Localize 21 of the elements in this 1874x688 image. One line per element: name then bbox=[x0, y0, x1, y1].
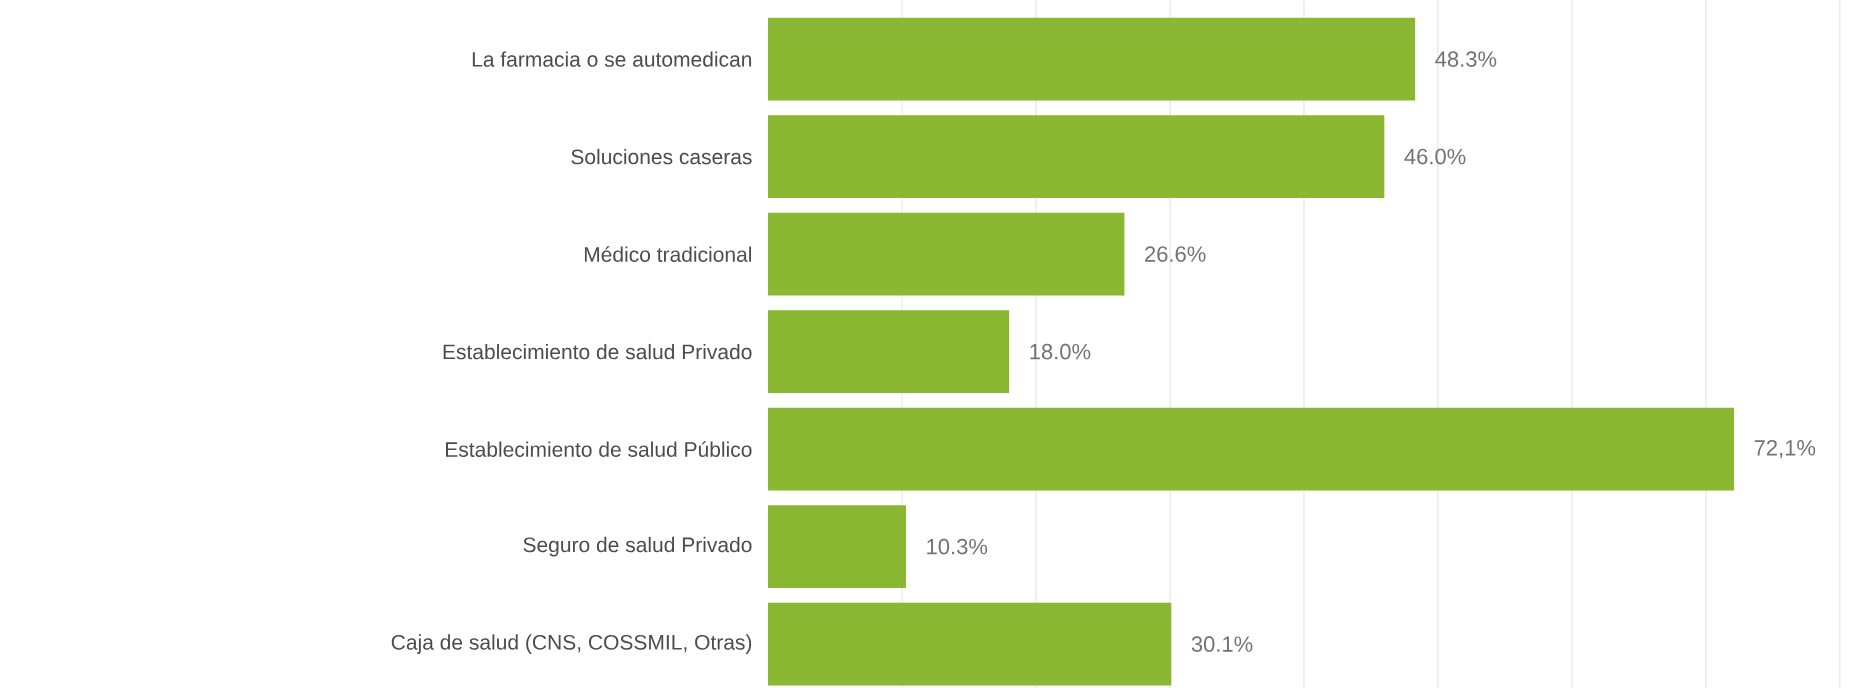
bar bbox=[768, 505, 907, 589]
y-tick-label: Seguro de salud Privado bbox=[523, 536, 752, 557]
y-tick-label: Soluciones caseras bbox=[571, 148, 752, 165]
data-label: 26.6% bbox=[1145, 246, 1206, 262]
data-label: 10.3% bbox=[927, 538, 988, 555]
bar bbox=[768, 310, 1010, 394]
data-label: 48.3% bbox=[1435, 51, 1497, 67]
data-label: 18.0% bbox=[1030, 343, 1091, 360]
bar bbox=[768, 17, 1416, 101]
y-tick-label: Establecimiento de salud Público bbox=[446, 441, 752, 457]
data-label: 30.1% bbox=[1191, 636, 1253, 652]
y-tick-label: Caja de salud (CNS, COSSMIL, Otras) bbox=[391, 634, 752, 654]
data-label: 46.0% bbox=[1404, 148, 1466, 165]
y-tick-label: La farmacia o se automedican bbox=[472, 51, 752, 67]
bar bbox=[768, 212, 1125, 296]
bar bbox=[768, 115, 1385, 199]
y-tick-label: Médico tradicional bbox=[584, 246, 752, 262]
y-tick-label: Establecimiento de salud Privado bbox=[443, 343, 752, 360]
data-label: 72,1% bbox=[1754, 440, 1816, 459]
bar bbox=[768, 602, 1172, 686]
bar bbox=[768, 407, 1735, 491]
